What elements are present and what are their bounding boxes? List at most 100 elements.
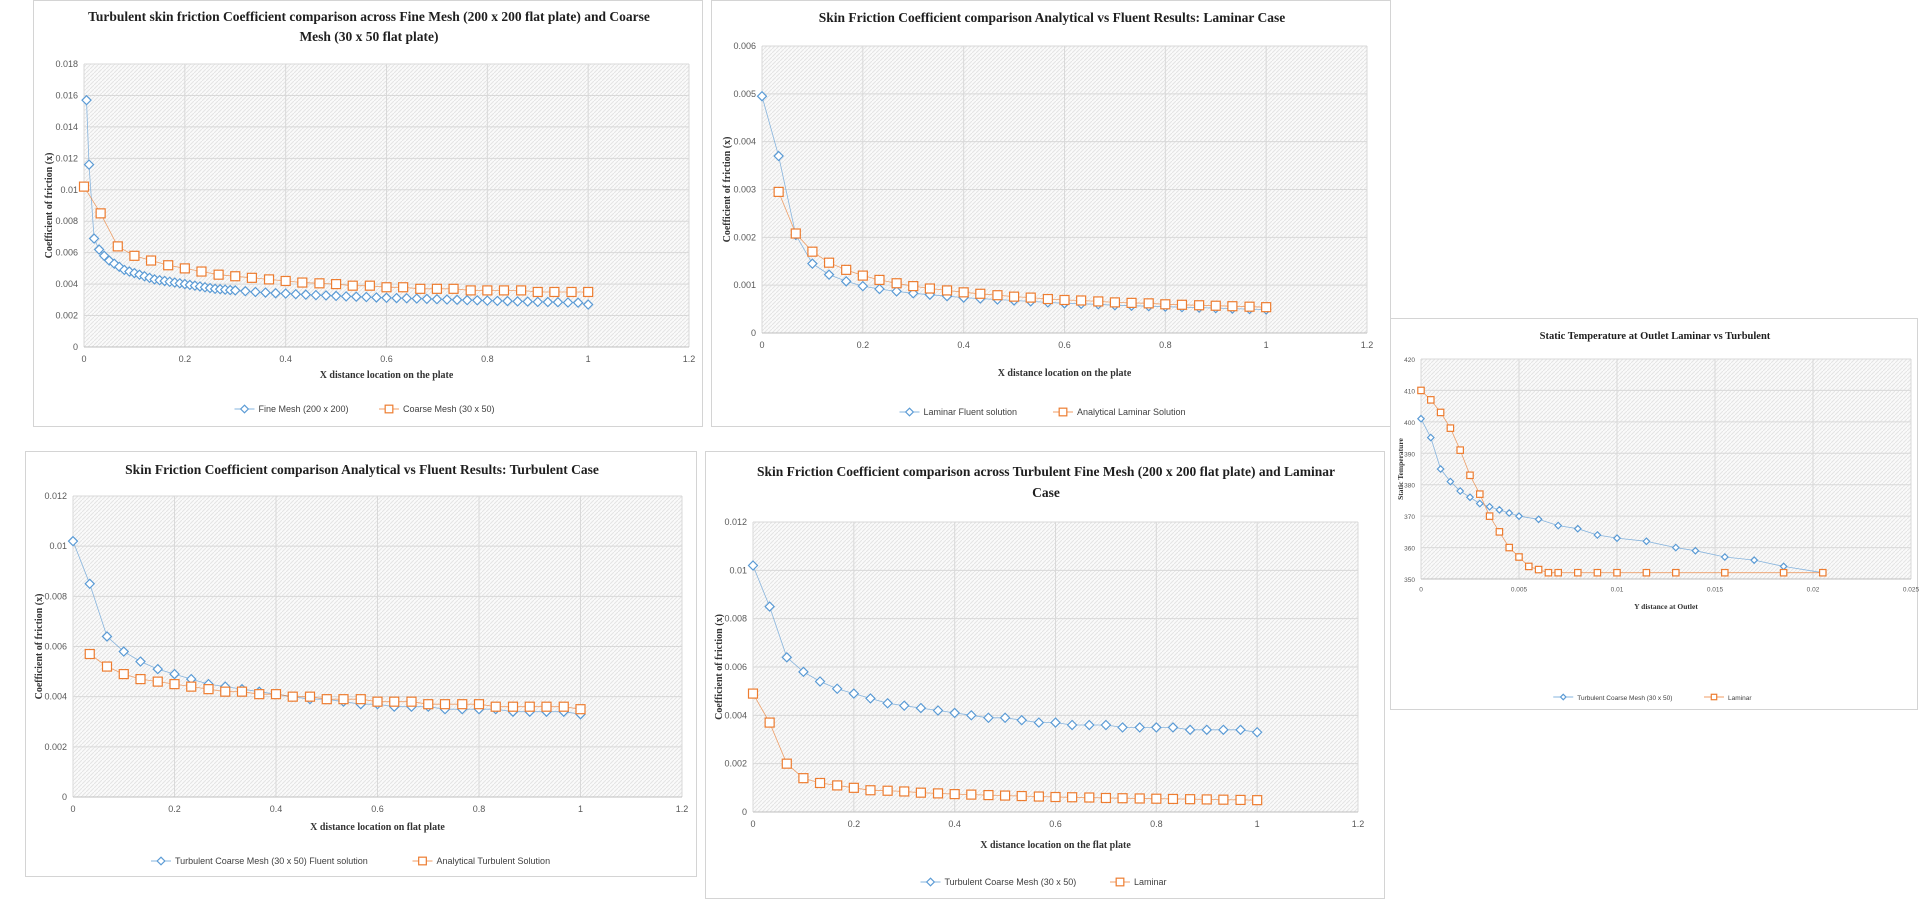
y-tick-label: 390 [1404, 451, 1415, 458]
legend-marker [925, 877, 936, 887]
chart-title-line: Case [1032, 485, 1060, 500]
data-point [95, 208, 106, 219]
legend-item: Laminar [1704, 693, 1752, 702]
data-point [1050, 791, 1061, 803]
data-point [304, 691, 316, 702]
x-tick-label: 0.2 [857, 340, 870, 350]
data-point [340, 291, 352, 302]
data-point [481, 295, 493, 306]
data-point [512, 296, 523, 307]
chart-title-line: Static Temperature at Outlet Laminar vs … [1540, 331, 1771, 342]
data-point [966, 789, 977, 800]
y-tick-label: 0.016 [55, 90, 78, 100]
y-axis-label: Coefficient of friction (x) [34, 594, 45, 700]
data-point [1495, 528, 1504, 536]
series-blue [81, 94, 594, 310]
data-point [230, 271, 241, 282]
data-point [532, 286, 543, 298]
data-point [1544, 568, 1553, 577]
data-point [975, 288, 986, 299]
data-point [1050, 717, 1061, 728]
data-point [320, 290, 332, 301]
x-tick-label: 0.4 [279, 354, 292, 364]
y-tick-label: 0.008 [724, 614, 747, 624]
legend-item: Laminar [1110, 877, 1167, 887]
y-tick-label: 0 [751, 328, 756, 338]
data-point [84, 578, 96, 590]
data-point [549, 286, 560, 298]
data-point [1672, 568, 1680, 577]
data-point [798, 666, 809, 678]
legend-label: Fine Mesh (200 x 200) [259, 404, 349, 414]
legend-item: Laminar Fluent solution [899, 407, 1017, 417]
y-tick-label: 380 [1404, 483, 1415, 490]
data-point [1042, 293, 1053, 305]
data-point [983, 712, 994, 724]
data-point [1426, 433, 1435, 442]
data-point [898, 700, 910, 712]
data-point [439, 699, 451, 710]
data-point [924, 283, 935, 294]
y-tick-label: 0.01 [49, 541, 67, 551]
data-point [1505, 508, 1514, 518]
data-point [1151, 793, 1162, 804]
data-point [1485, 512, 1494, 520]
data-point [1100, 719, 1112, 731]
data-point [1109, 297, 1121, 308]
data-point [1067, 792, 1078, 803]
legend-label: Turbulent Coarse Mesh (30 x 50) [945, 877, 1077, 887]
data-point [572, 297, 584, 309]
data-point [1573, 524, 1582, 533]
data-point [1235, 724, 1246, 736]
data-point [465, 285, 476, 296]
y-tick-label: 0.006 [733, 41, 756, 51]
data-point [831, 683, 843, 695]
data-point [764, 601, 775, 612]
data-point [112, 241, 123, 252]
data-point [270, 689, 282, 700]
x-tick-label: 0.005 [1511, 587, 1528, 594]
legend-item: Fine Mesh (200 x 200) [234, 404, 349, 414]
series-orange [78, 181, 594, 298]
data-point [814, 777, 826, 789]
data-point [1475, 490, 1484, 498]
y-tick-label: 420 [1404, 357, 1415, 364]
data-point [1750, 556, 1759, 565]
data-point [457, 699, 468, 710]
data-point [297, 277, 308, 288]
data-point [347, 280, 358, 291]
data-point [287, 691, 298, 702]
data-point [135, 656, 146, 667]
x-tick-label: 0.4 [957, 340, 970, 350]
chart-title-line: Turbulent skin friction Coefficient comp… [88, 9, 650, 24]
data-point [1185, 794, 1196, 805]
data-point [1143, 298, 1154, 309]
data-point [78, 181, 90, 192]
data-point [1534, 565, 1543, 574]
data-point [1475, 499, 1484, 508]
y-tick-label: 0.004 [724, 710, 747, 720]
chart-title-line: Mesh (30 x 50 flat plate) [299, 29, 438, 44]
data-point [88, 233, 100, 244]
legend-label: Analytical Turbulent Solution [437, 856, 551, 866]
data-point [236, 686, 248, 697]
x-tick-label: 0.6 [1058, 340, 1071, 350]
data-point [1426, 396, 1435, 404]
data-point [1134, 793, 1145, 804]
data-point [196, 266, 207, 277]
data-point [1201, 794, 1212, 805]
data-point [415, 283, 426, 294]
x-tick-label: 1 [1255, 819, 1260, 829]
data-point [398, 282, 409, 293]
data-point [423, 699, 434, 710]
data-point [1554, 521, 1563, 530]
legend-marker [156, 856, 166, 866]
y-axis-label: Coefficient of friction (x) [714, 614, 725, 720]
data-point [145, 255, 157, 266]
x-axis-label: X distance location on the plate [998, 368, 1132, 379]
data-point [203, 684, 214, 695]
data-point [502, 295, 513, 307]
data-point [1446, 477, 1455, 486]
data-point [473, 699, 485, 710]
data-point [1436, 408, 1445, 417]
